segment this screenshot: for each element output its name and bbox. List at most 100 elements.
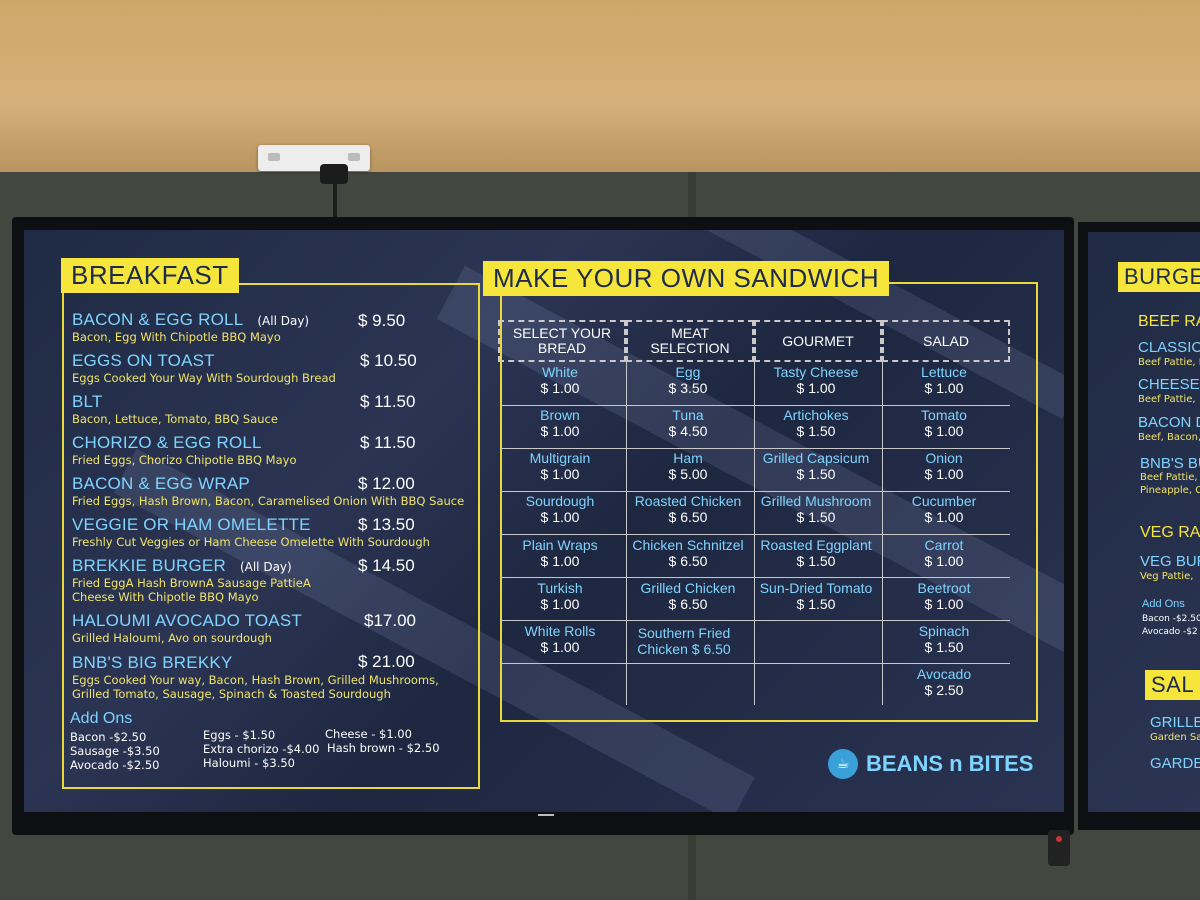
menu-screen-right (1088, 232, 1200, 812)
cell-price: $ 1.00 (796, 380, 836, 396)
item-price: $ 10.50 (360, 351, 417, 370)
menu-item: VEGGIE OR HAM OMELETTE Freshly Cut Veggi… (72, 515, 430, 549)
item-price: $ 11.50 (360, 392, 416, 411)
brand-logo: ☕ BEANS n BITES (828, 749, 1033, 779)
cell-name: White Rolls (524, 623, 596, 639)
cell-name: Lettuce (921, 364, 967, 380)
cell-price: $ 1.00 (540, 423, 580, 439)
bread-cell: Sourdough $ 1.00 (496, 493, 624, 525)
addon-item: Bacon -$2.50 (1142, 614, 1200, 624)
cell-name: Cucumber (911, 493, 977, 509)
power-cable (333, 182, 337, 218)
cell-name: Grilled Chicken (640, 580, 736, 596)
brand-name: BEANS n BITES (866, 751, 1034, 776)
meat-cell: Roasted Chicken $ 6.50 (624, 493, 752, 525)
burger-item-desc: Pineapple, C (1140, 485, 1200, 496)
cell-price: $ 1.00 (924, 596, 964, 612)
salad-item-name: GARDE (1150, 755, 1200, 772)
cell-price: $ 3.50 (668, 380, 708, 396)
column-header-salad: SALAD (882, 320, 1010, 362)
bread-cell: Multigrain $ 1.00 (496, 450, 624, 482)
cell-name: Artichokes (783, 407, 849, 423)
cell-price: Chicken $ 6.50 (637, 641, 731, 657)
addons-title-right: Add Ons (1142, 598, 1185, 610)
cell-price: $ 1.00 (924, 380, 964, 396)
tv-brand-logo (538, 814, 554, 822)
addon-item: Eggs - $1.50 (203, 728, 276, 742)
gourmet-cell: Grilled Mushroom $ 1.50 (752, 493, 880, 525)
cell-price: $ 1.50 (796, 423, 836, 439)
menu-item: EGGS ON TOAST Eggs Cooked Your Way With … (72, 351, 336, 385)
veg-range-heading: VEG RA (1140, 524, 1200, 541)
salad-item-desc: Garden Sa (1150, 732, 1200, 743)
meat-cell: Grilled Chicken $ 6.50 (624, 580, 752, 612)
menu-item: BREKKIE BURGER (All Day) Fried EggA Hash … (72, 556, 311, 604)
salad-cell: Cucumber $ 1.00 (880, 493, 1008, 525)
gourmet-cell: Roasted Eggplant $ 1.50 (752, 537, 880, 569)
burgers-title: BURGE (1118, 262, 1200, 292)
cell-name: Plain Wraps (522, 537, 598, 553)
sandwich-title: MAKE YOUR OWN SANDWICH (483, 261, 890, 296)
bread-cell: White Rolls $ 1.00 (496, 623, 624, 655)
cell-name: Sourdough (525, 493, 595, 509)
item-desc: Bacon, Egg With Chipotle BBQ Mayo (72, 330, 281, 344)
item-price: $17.00 (364, 611, 416, 630)
power-outlet (258, 145, 370, 171)
cell-name: White (542, 364, 578, 380)
cell-price: $ 1.50 (924, 639, 964, 655)
cell-price: $ 2.50 (924, 682, 964, 698)
item-desc: Freshly Cut Veggies or Ham Cheese Omelet… (72, 535, 430, 549)
addon-item: Extra chorizo -$4.00 (203, 742, 320, 756)
gourmet-cell: Tasty Cheese $ 1.00 (752, 364, 880, 396)
salads-title: SAL (1145, 670, 1200, 700)
addons-title: Add Ons (70, 710, 133, 727)
menu-item: BLT Bacon, Lettuce, Tomato, BBQ Sauce (72, 392, 278, 426)
grid-line (754, 360, 755, 705)
cell-name: Roasted Eggplant (760, 537, 872, 553)
cell-price: $ 1.50 (796, 466, 836, 482)
item-name: BREKKIE BURGER (72, 556, 226, 575)
item-price: $ 11.50 (360, 433, 416, 452)
cell-price: $ 1.50 (796, 553, 836, 569)
gourmet-cell: Artichokes $ 1.50 (752, 407, 880, 439)
grid-line (882, 360, 883, 705)
item-desc: Eggs Cooked Your way, Bacon, Hash Brown,… (72, 673, 439, 701)
cell-price: $ 1.00 (924, 466, 964, 482)
cell-price: $ 1.00 (540, 639, 580, 655)
meat-cell: Ham $ 5.00 (624, 450, 752, 482)
coffee-cup-icon: ☕ (828, 749, 858, 779)
outlet-switch-left (268, 153, 280, 161)
burger-item-name: CLASSIC (1138, 339, 1200, 356)
bread-cell: Turkish $ 1.00 (496, 580, 624, 612)
grid-line (500, 534, 1010, 535)
item-name: BACON & EGG ROLL (72, 310, 244, 329)
meat-cell: Southern Fried Chicken $ 6.50 (620, 625, 748, 657)
burger-item-name: CHEESE B (1138, 376, 1200, 393)
cell-price: $ 4.50 (668, 423, 708, 439)
grid-line (626, 360, 627, 705)
addon-item: Haloumi - $3.50 (203, 756, 295, 770)
salad-cell: Tomato $ 1.00 (880, 407, 1008, 439)
gourmet-cell: Grilled Capsicum $ 1.50 (752, 450, 880, 482)
salad-cell: Lettuce $ 1.00 (880, 364, 1008, 396)
grid-line (500, 577, 1010, 578)
item-price: $ 9.50 (358, 311, 406, 330)
salad-cell: Spinach $ 1.50 (880, 623, 1008, 655)
cell-price: $ 5.00 (668, 466, 708, 482)
addon-item: Avocado -$2.50 (70, 758, 160, 772)
item-desc: Bacon, Lettuce, Tomato, BBQ Sauce (72, 412, 278, 426)
cell-price: $ 6.50 (668, 509, 708, 525)
cell-name: Carrot (924, 537, 964, 553)
cell-price: $ 1.00 (540, 553, 580, 569)
menu-item: BACON & EGG WRAP Fried Eggs, Hash Brown,… (72, 474, 464, 508)
power-plug (320, 164, 348, 184)
burger-item-desc: Beef Pattie, (1140, 472, 1198, 483)
salad-cell: Onion $ 1.00 (880, 450, 1008, 482)
cell-name: Spinach (918, 623, 970, 639)
burger-item-desc: Beef, Bacon, (1138, 432, 1200, 443)
menu-item: CHORIZO & EGG ROLL Fried Eggs, Chorizo C… (72, 433, 297, 467)
cell-name: Sun-Dried Tomato (759, 580, 873, 596)
cell-price: $ 1.50 (796, 509, 836, 525)
item-name: BNB'S BIG BREKKY (72, 653, 233, 672)
cell-name: Multigrain (529, 450, 591, 466)
